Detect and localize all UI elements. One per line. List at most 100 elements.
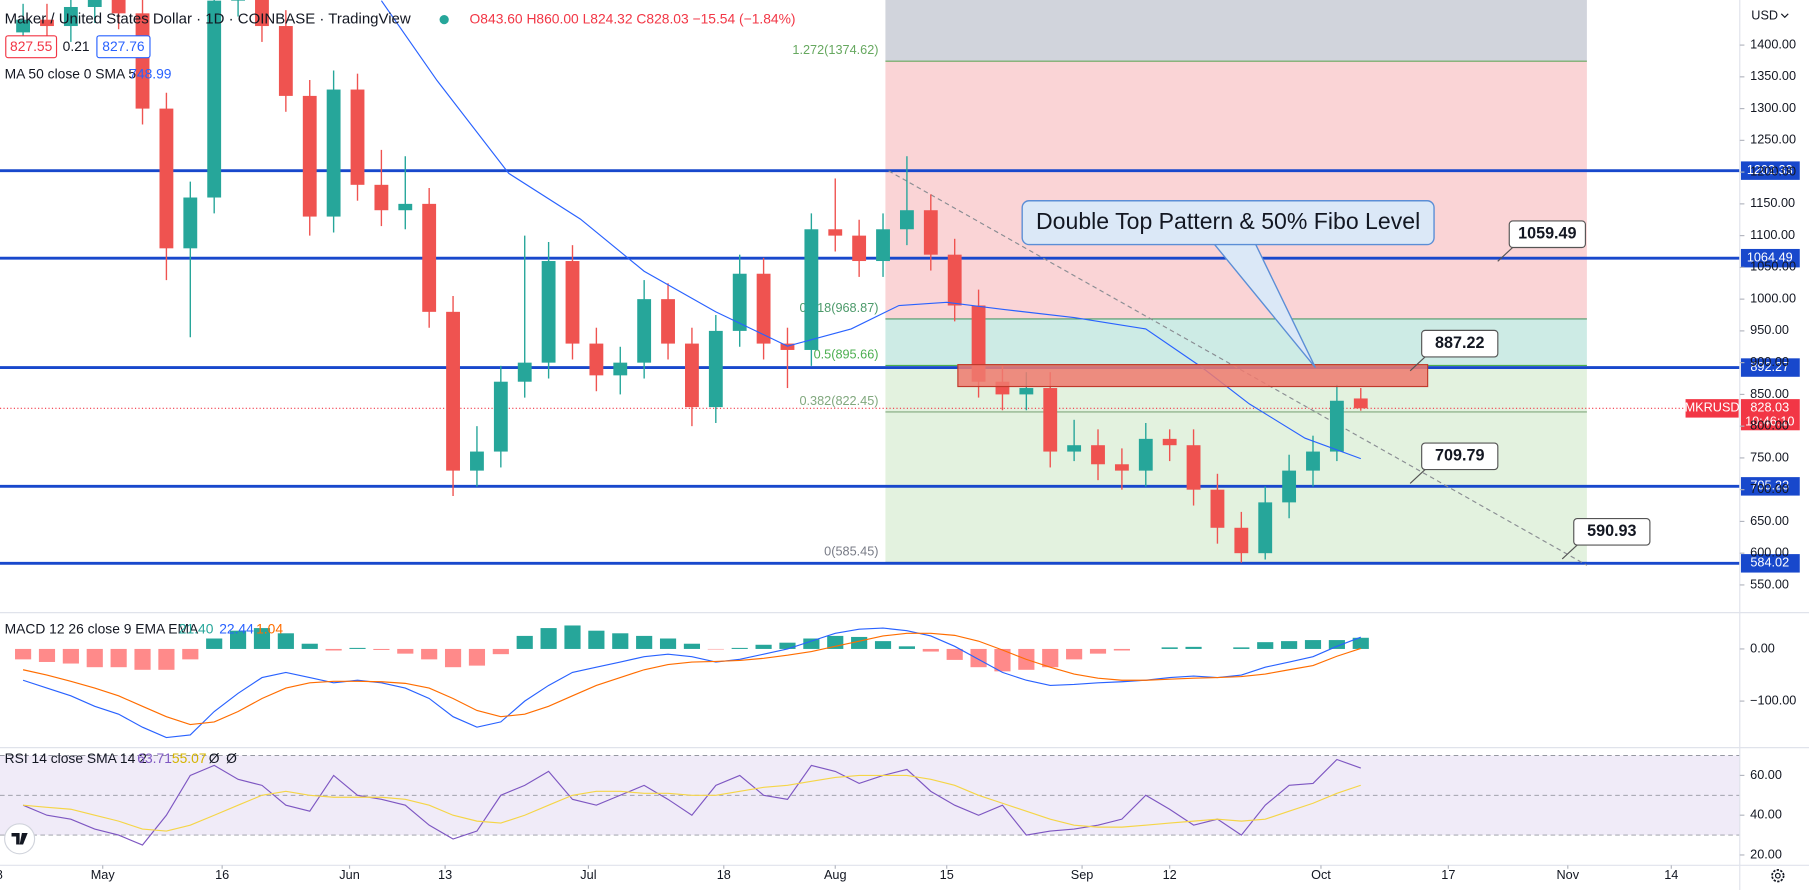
macd-histogram-bar <box>277 633 294 649</box>
macd-histogram-bar <box>707 648 724 650</box>
ask-price: 827.76 <box>102 38 145 54</box>
macd-histogram-bar <box>1304 640 1322 649</box>
fib-level-label: 0(585.45) <box>824 544 878 558</box>
macd-line <box>22 632 1361 726</box>
candle-body <box>1210 489 1225 528</box>
x-tick-label: Nov <box>1557 868 1580 882</box>
macd-histogram-bar <box>468 648 486 666</box>
callout-label: 709.79 <box>1435 447 1484 465</box>
y-tick-label: 1100.00 <box>1750 228 1795 242</box>
candle-body <box>541 261 556 363</box>
y-tick-label: 750.00 <box>1750 450 1789 464</box>
candle-body <box>350 89 365 185</box>
candle-body <box>207 0 222 198</box>
note-text: Double Top Pattern & 50% Fibo Level <box>1036 208 1420 234</box>
candle-body <box>732 273 747 331</box>
level-price-label: 1064.49 <box>1747 251 1793 265</box>
bid-price: 827.55 <box>10 38 53 54</box>
candle-body <box>947 254 962 306</box>
candle-body <box>183 197 198 249</box>
legends: Maker / United States Dollar · 1D · COIN… <box>4 9 1789 883</box>
candle-body <box>804 229 819 350</box>
candle-body <box>135 13 150 109</box>
y-tick-label: 1000.00 <box>1750 291 1796 305</box>
macd-histogram-bar <box>1185 646 1202 649</box>
level-price-box <box>1740 554 1800 573</box>
candle-body <box>589 343 604 376</box>
x-tick-label: 12 <box>1163 868 1177 882</box>
candle-body <box>1138 438 1153 471</box>
x-tick-label: 13 <box>438 868 452 882</box>
candle-body <box>971 305 986 382</box>
macd-histogram-bar <box>110 648 127 668</box>
macd-histogram-bar <box>755 644 772 649</box>
market-status-dot <box>439 14 449 25</box>
y-tick-label: 550.00 <box>1750 577 1789 591</box>
candle-body <box>40 19 54 27</box>
candle-body <box>637 299 652 363</box>
candle-body <box>1186 445 1201 490</box>
macd-histogram-bar <box>1233 647 1250 649</box>
macd-histogram-bar <box>683 643 701 649</box>
currency-label: USD <box>1751 9 1778 23</box>
callout-label: 1059.49 <box>1518 225 1576 243</box>
candle-body <box>326 89 341 217</box>
macd-histogram-bar <box>1042 648 1059 668</box>
callout-pointer <box>1497 245 1515 262</box>
macd-histogram-bar <box>158 648 175 670</box>
y-tick-label: 850.00 <box>1750 387 1789 401</box>
macd-histogram-bar <box>1257 642 1274 649</box>
macd-signal-value: 1.04 <box>256 621 283 637</box>
x-tick-label: Aug <box>824 868 847 882</box>
trendline <box>888 170 1588 566</box>
candle-body <box>1353 398 1368 409</box>
macd-histogram-bar <box>229 630 247 649</box>
countdown-label: 10:46:10 <box>1745 415 1794 429</box>
symbol-box <box>1685 399 1739 418</box>
callout-box <box>1421 442 1499 471</box>
macd-histogram-bar <box>1113 648 1130 651</box>
rsi-pane <box>0 755 1740 846</box>
macd-histogram-bar <box>516 635 533 649</box>
fib-level-label: 0.382(822.45) <box>799 394 878 408</box>
callout-label: 590.93 <box>1587 522 1636 540</box>
macd-histogram-bar <box>301 643 318 649</box>
macd-histogram-bar <box>325 648 342 651</box>
macd-histogram-bar <box>253 628 271 649</box>
candle-body <box>302 95 317 217</box>
level-price-box <box>1740 161 1800 180</box>
candle-body <box>374 184 389 211</box>
x-tick-label: Jun <box>339 868 359 882</box>
level-price-label: 1202.33 <box>1747 163 1793 177</box>
spread: 0.21 <box>63 38 90 54</box>
candle-body <box>517 362 532 382</box>
candle-body <box>899 210 914 230</box>
callout-label: 887.22 <box>1435 334 1484 352</box>
macd-hist-value: 21.40 <box>179 621 214 637</box>
macd-value: 22.44 <box>219 621 254 637</box>
macd-histogram-bar <box>779 642 796 649</box>
x-tick-label: 17 <box>1441 868 1455 882</box>
rsi-sma-value: 55.07 <box>172 750 207 766</box>
price-pane: 1.272(1374.62) 0.618(968.87) 0.5(895.66) 0.… <box>0 0 1740 566</box>
y-tick-label: 1250.00 <box>1750 133 1796 147</box>
x-tick-label: 16 <box>215 868 229 882</box>
x-tick-label: Jul <box>580 868 596 882</box>
macd-histogram-bar <box>206 638 223 649</box>
candle-body <box>708 330 723 408</box>
callout-box <box>1421 329 1499 358</box>
current-price-box <box>1740 399 1800 431</box>
macd-histogram-bar <box>1328 640 1345 649</box>
rsi-line <box>22 758 1361 846</box>
candle-body <box>1282 470 1297 503</box>
bid-box <box>5 35 58 59</box>
settings-icon[interactable] <box>1771 869 1785 883</box>
macd-histogram-bar <box>612 633 629 649</box>
fib-level-label: 0.618(968.87) <box>799 301 878 315</box>
candle-body <box>1043 388 1058 452</box>
macd-histogram-bar <box>1161 647 1178 649</box>
callout-box <box>1508 220 1586 249</box>
y-tick-label: 1350.00 <box>1750 69 1796 83</box>
